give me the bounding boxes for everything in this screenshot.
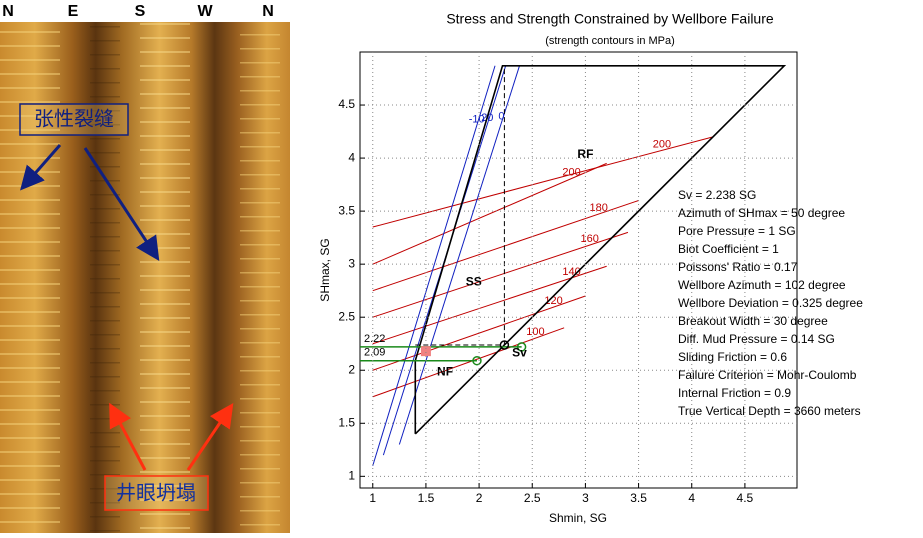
parameter: Sv = 2.238 SG [678, 188, 756, 202]
parameter: Breakout Width = 30 degree [678, 314, 828, 328]
contour-label: 120 [544, 295, 562, 307]
x-tick-label: 4 [688, 491, 695, 505]
x-axis-label: Shmin, SG [549, 511, 607, 525]
chart-subtitle: (strength contours in MPa) [545, 35, 675, 47]
annotation: 张性裂缝 [34, 107, 114, 130]
y-tick-label: 4 [348, 150, 355, 164]
contour-line [372, 295, 586, 371]
y-tick-label: 2 [348, 362, 355, 376]
x-tick-label: 1.5 [418, 491, 435, 505]
parameter: Azimuth of SHmax = 50 degree [678, 206, 845, 220]
parameter: Diff. Mud Pressure = 0.14 SG [678, 332, 835, 346]
y-tick-label: 2.5 [338, 309, 355, 323]
region-label: SS [466, 274, 482, 288]
sv-line [415, 65, 505, 346]
parameter: Pore Pressure = 1 SG [678, 224, 796, 238]
contour-label: 160 [580, 233, 598, 245]
annotation-box [19, 103, 129, 136]
point [499, 340, 510, 350]
contour-line [372, 162, 607, 265]
y-tick-label: 3.5 [338, 203, 355, 217]
contour-label: 200 [653, 138, 671, 150]
contour-label: 140 [562, 266, 580, 278]
point [420, 346, 431, 357]
failure-boundary [414, 64, 787, 435]
x-tick-label: 3 [582, 491, 589, 505]
contour-label: 100 [526, 326, 544, 338]
arrow [109, 402, 147, 471]
contour-line [372, 200, 639, 292]
direction: S [135, 3, 146, 20]
contour-label: 0 [498, 111, 504, 123]
parameter: Poissons' Ratio = 0.17 [678, 260, 798, 274]
parameter: Internal Friction = 0.9 [678, 386, 791, 400]
plot-frame [359, 51, 798, 489]
y-tick-label: 4.5 [338, 97, 355, 111]
mud-label: 2.09 [364, 347, 385, 359]
region-label: Sv [512, 345, 527, 359]
contour-label: -10 [469, 114, 485, 126]
point [472, 355, 482, 366]
contour-line [372, 136, 714, 228]
arrow [20, 144, 62, 191]
arrow [83, 147, 160, 262]
contour-line [372, 231, 629, 318]
y-tick-label: 1 [348, 469, 355, 483]
parameter: Sliding Friction = 0.6 [678, 350, 787, 364]
parameter: True Vertical Depth = 3660 meters [678, 404, 861, 418]
parameter: Failure Criterion = Mohr-Coulomb [678, 368, 857, 382]
y-axis-label: SHmax, SG [318, 238, 332, 301]
region-label: NF [437, 365, 453, 379]
contour-line [372, 327, 565, 398]
point [516, 342, 527, 352]
direction: E [68, 3, 79, 20]
region-label: RF [577, 147, 593, 161]
chart-title: Stress and Strength Constrained by Wellb… [446, 11, 774, 27]
x-tick-label: 4.5 [737, 491, 754, 505]
parameter: Wellbore Azimuth = 102 degree [678, 278, 846, 292]
parameter: Wellbore Deviation = 0.325 degree [678, 296, 863, 310]
annotation-box [104, 475, 209, 511]
contour-label: 180 [590, 202, 608, 214]
direction: W [197, 3, 213, 20]
arrow [186, 403, 234, 471]
x-tick-label: 2 [476, 491, 483, 505]
log-texture [0, 22, 290, 533]
parameter: Biot Coefficient = 1 [678, 242, 779, 256]
contour-line [372, 265, 607, 345]
image-log: N E S W N 张性裂缝 井眼坍塌 [0, 3, 290, 533]
annotation: 井眼坍塌 [116, 481, 196, 504]
x-tick-label: 3.5 [630, 491, 647, 505]
contour-line [398, 65, 520, 445]
direction: N [262, 3, 274, 20]
contour-label: 200 [562, 166, 580, 178]
x-tick-label: 2.5 [524, 491, 541, 505]
y-tick-label: 1.5 [338, 415, 355, 429]
x-tick-label: 1 [369, 491, 376, 505]
mud-label: 2.22 [364, 333, 385, 345]
y-tick-label: 3 [348, 256, 355, 270]
direction: N [2, 3, 14, 20]
contour-line [372, 65, 496, 466]
